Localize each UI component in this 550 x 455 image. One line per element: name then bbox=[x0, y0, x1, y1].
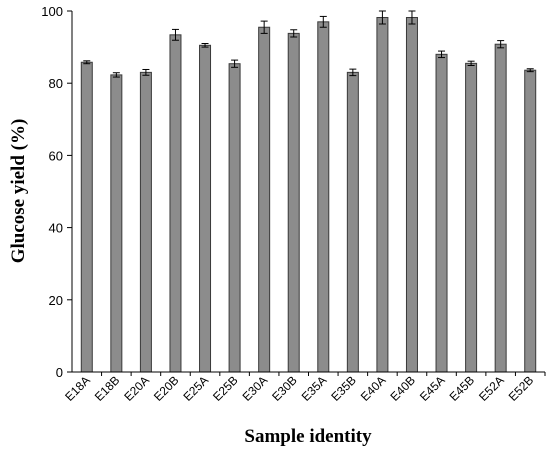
x-tick-label: E25B bbox=[210, 373, 241, 404]
error-bar bbox=[438, 50, 446, 59]
x-tick-label: E35B bbox=[328, 373, 359, 404]
x-tick-label: E20B bbox=[151, 373, 182, 404]
x-tick-label: E30B bbox=[269, 373, 300, 404]
y-tick-label: 80 bbox=[49, 76, 63, 91]
bars-layer bbox=[80, 16, 537, 373]
bar bbox=[465, 62, 478, 373]
bar bbox=[287, 32, 300, 373]
bar bbox=[258, 26, 271, 373]
error-bar bbox=[201, 42, 209, 48]
bar bbox=[494, 43, 507, 373]
error-bar bbox=[83, 60, 91, 65]
error-bar bbox=[171, 28, 179, 41]
error-bar bbox=[142, 68, 150, 76]
x-tick-label: E52A bbox=[476, 373, 507, 404]
error-bars-layer bbox=[83, 10, 534, 78]
bar bbox=[199, 44, 212, 373]
bar bbox=[405, 16, 418, 373]
error-bar bbox=[319, 15, 327, 28]
error-bar bbox=[526, 68, 534, 73]
error-bar bbox=[467, 60, 475, 67]
x-tick-label: E35A bbox=[299, 373, 330, 404]
error-bar bbox=[112, 72, 120, 78]
bar bbox=[80, 61, 93, 373]
x-tick-label: E52B bbox=[506, 373, 537, 404]
x-tick-label: E18B bbox=[92, 373, 123, 404]
y-tick-label: 20 bbox=[49, 293, 63, 308]
error-bar bbox=[378, 10, 386, 25]
x-ticks: E18AE18BE20AE20BE25AE25BE30AE30BE35AE35B… bbox=[62, 372, 546, 404]
error-bar bbox=[349, 68, 357, 77]
y-axis-title: Glucose yield (%) bbox=[8, 119, 29, 264]
bar bbox=[228, 63, 241, 373]
y-tick-label: 100 bbox=[41, 4, 63, 19]
error-bar bbox=[231, 59, 239, 68]
bar bbox=[169, 34, 182, 373]
error-bar bbox=[290, 29, 298, 38]
x-tick-label: E20A bbox=[121, 373, 152, 404]
bar bbox=[317, 21, 330, 373]
bar bbox=[524, 69, 537, 373]
x-tick-label: E40B bbox=[387, 373, 418, 404]
bar bbox=[139, 71, 152, 373]
bar bbox=[346, 71, 359, 373]
y-tick-label: 60 bbox=[49, 148, 63, 163]
y-ticks: 0 20 40 60 80 100 bbox=[41, 4, 72, 380]
x-tick-label: E18A bbox=[62, 373, 93, 404]
x-tick-label: E25A bbox=[180, 373, 211, 404]
y-tick-label: 0 bbox=[56, 365, 63, 380]
y-tick-label: 40 bbox=[49, 221, 63, 236]
error-bar bbox=[408, 10, 416, 25]
x-tick-label: E45B bbox=[447, 373, 478, 404]
bar bbox=[110, 74, 123, 373]
bar bbox=[435, 53, 448, 373]
error-bar bbox=[260, 20, 268, 34]
x-tick-label: E45A bbox=[417, 373, 448, 404]
bar bbox=[376, 16, 389, 373]
x-tick-label: E30A bbox=[240, 373, 271, 404]
x-tick-label: E40A bbox=[358, 373, 389, 404]
error-bar bbox=[497, 40, 505, 49]
x-axis-title: Sample identity bbox=[244, 426, 372, 447]
